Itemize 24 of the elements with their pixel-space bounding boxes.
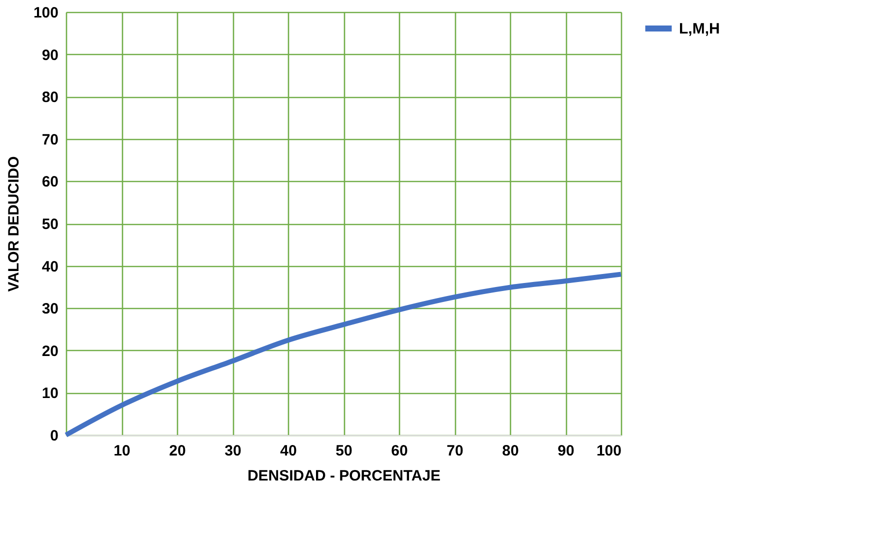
x-axis-title: DENSIDAD - PORCENTAJE <box>247 468 441 484</box>
x-tick-label: 60 <box>391 442 408 460</box>
y-tick-label: 0 <box>50 428 58 444</box>
x-tick-label: 80 <box>502 442 519 460</box>
y-tick-label: 90 <box>42 46 58 64</box>
y-tick-label: 20 <box>42 342 58 360</box>
y-tick-label: 100 <box>33 4 58 22</box>
y-tick-label: 10 <box>42 385 58 402</box>
y-tick-label: 30 <box>42 300 58 318</box>
y-tick-label: 70 <box>42 131 58 148</box>
x-tick-label: 20 <box>169 442 186 460</box>
y-axis-title: VALOR DEDUCIDO <box>5 156 22 292</box>
y-tick-label: 40 <box>42 258 58 276</box>
x-tick-label: 100 <box>596 442 622 460</box>
x-tick-label: 30 <box>224 442 242 460</box>
x-tick-label: 10 <box>114 442 130 460</box>
y-tick-label: 60 <box>42 174 58 191</box>
x-tick-label: 70 <box>446 442 464 460</box>
legend-label: L,M,H <box>679 20 720 38</box>
y-tick-label: 50 <box>42 216 58 233</box>
x-tick-label: 90 <box>558 442 574 460</box>
x-tick-label: 50 <box>336 442 352 460</box>
y-tick-label: 80 <box>42 89 58 106</box>
x-tick-label: 40 <box>280 442 297 460</box>
